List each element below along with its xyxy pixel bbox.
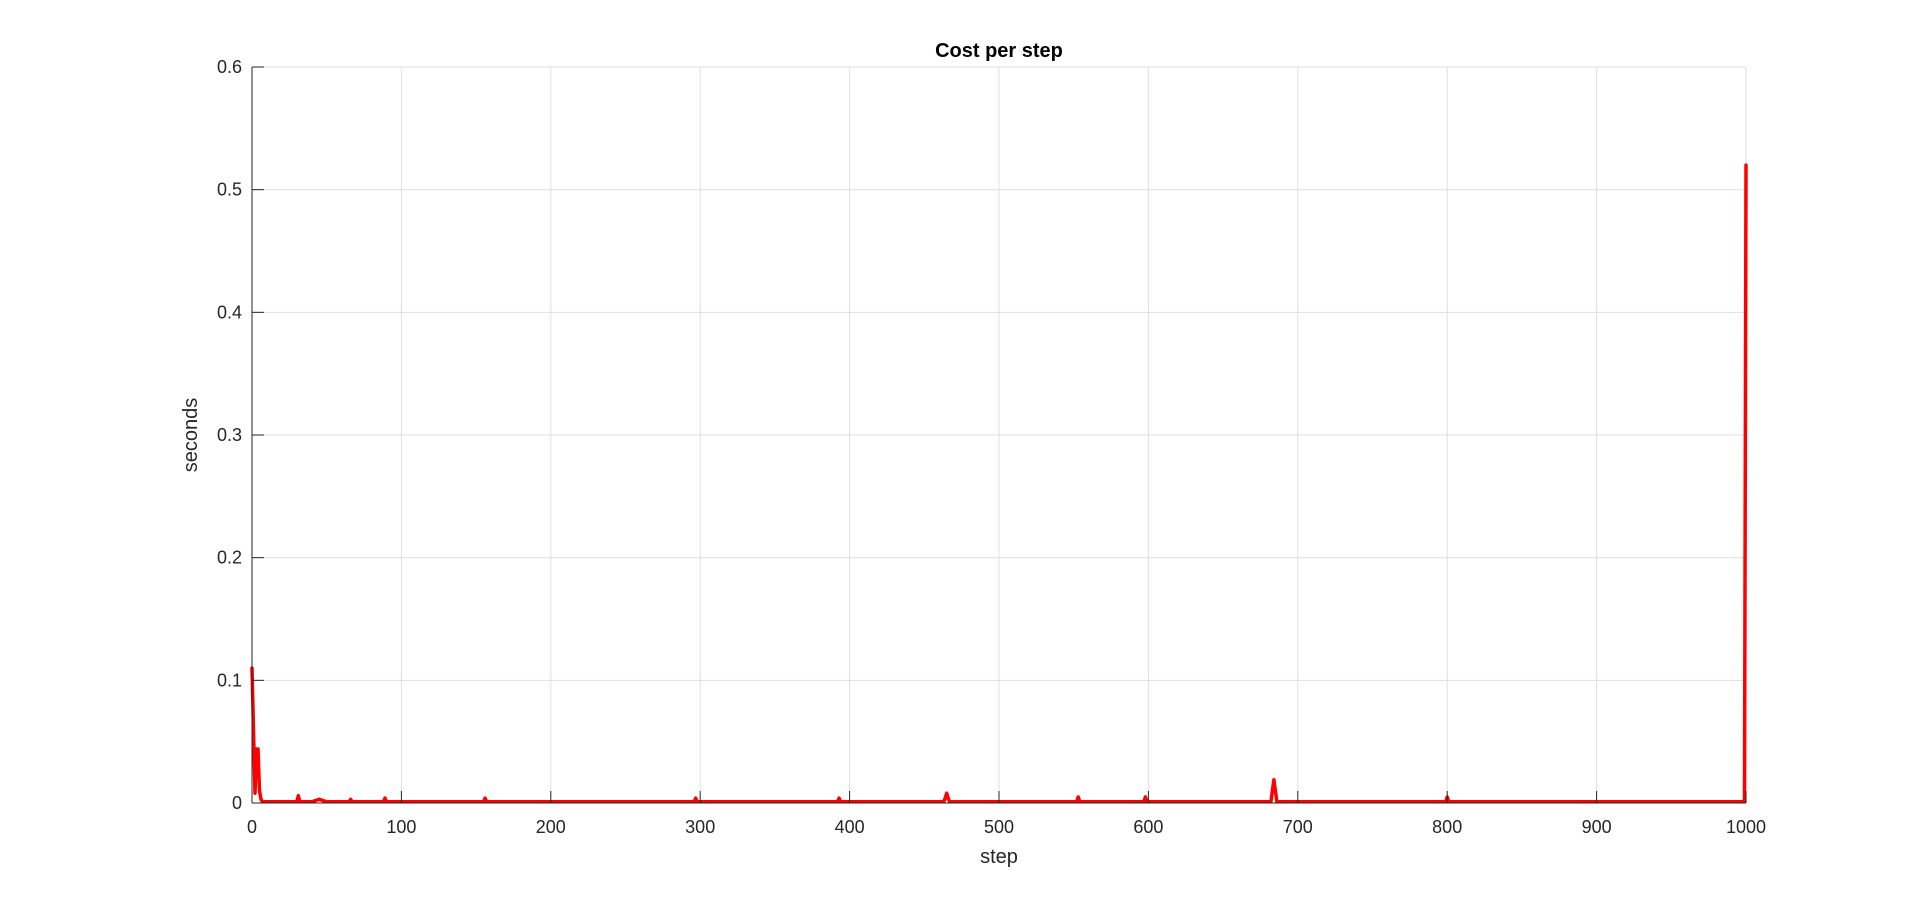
y-tick-label: 0 bbox=[232, 793, 242, 813]
grid bbox=[252, 66, 1747, 803]
x-tick-label: 800 bbox=[1432, 817, 1462, 837]
x-tick-label: 100 bbox=[386, 817, 416, 837]
x-tick-label: 400 bbox=[835, 817, 865, 837]
y-tick-label: 0.3 bbox=[217, 425, 242, 445]
y-tick-label: 0.2 bbox=[217, 548, 242, 568]
chart-title: Cost per step bbox=[935, 40, 1063, 62]
x-tick-label: 600 bbox=[1133, 817, 1163, 837]
series-layer bbox=[250, 163, 1748, 804]
series-line bbox=[250, 163, 1748, 804]
y-axis-label: seconds bbox=[180, 398, 202, 473]
x-tick-label: 500 bbox=[984, 817, 1014, 837]
x-tick-label: 300 bbox=[685, 817, 715, 837]
x-tick-label: 900 bbox=[1582, 817, 1612, 837]
y-tick-label: 0.4 bbox=[217, 302, 242, 322]
x-tick-label: 0 bbox=[247, 817, 257, 837]
y-tick-label: 0.1 bbox=[217, 670, 242, 690]
ticks: 0 100 200 300 400 500 600 700 800 900 1000 0 0.1 0.2 0… bbox=[217, 57, 1766, 837]
x-tick-label: 200 bbox=[536, 817, 566, 837]
x-tick-label: 700 bbox=[1283, 817, 1313, 837]
x-tick-label: 1000 bbox=[1726, 817, 1766, 837]
x-axis-label: step bbox=[980, 846, 1018, 868]
y-tick-label: 0.6 bbox=[217, 57, 242, 77]
y-tick-label: 0.5 bbox=[217, 180, 242, 200]
